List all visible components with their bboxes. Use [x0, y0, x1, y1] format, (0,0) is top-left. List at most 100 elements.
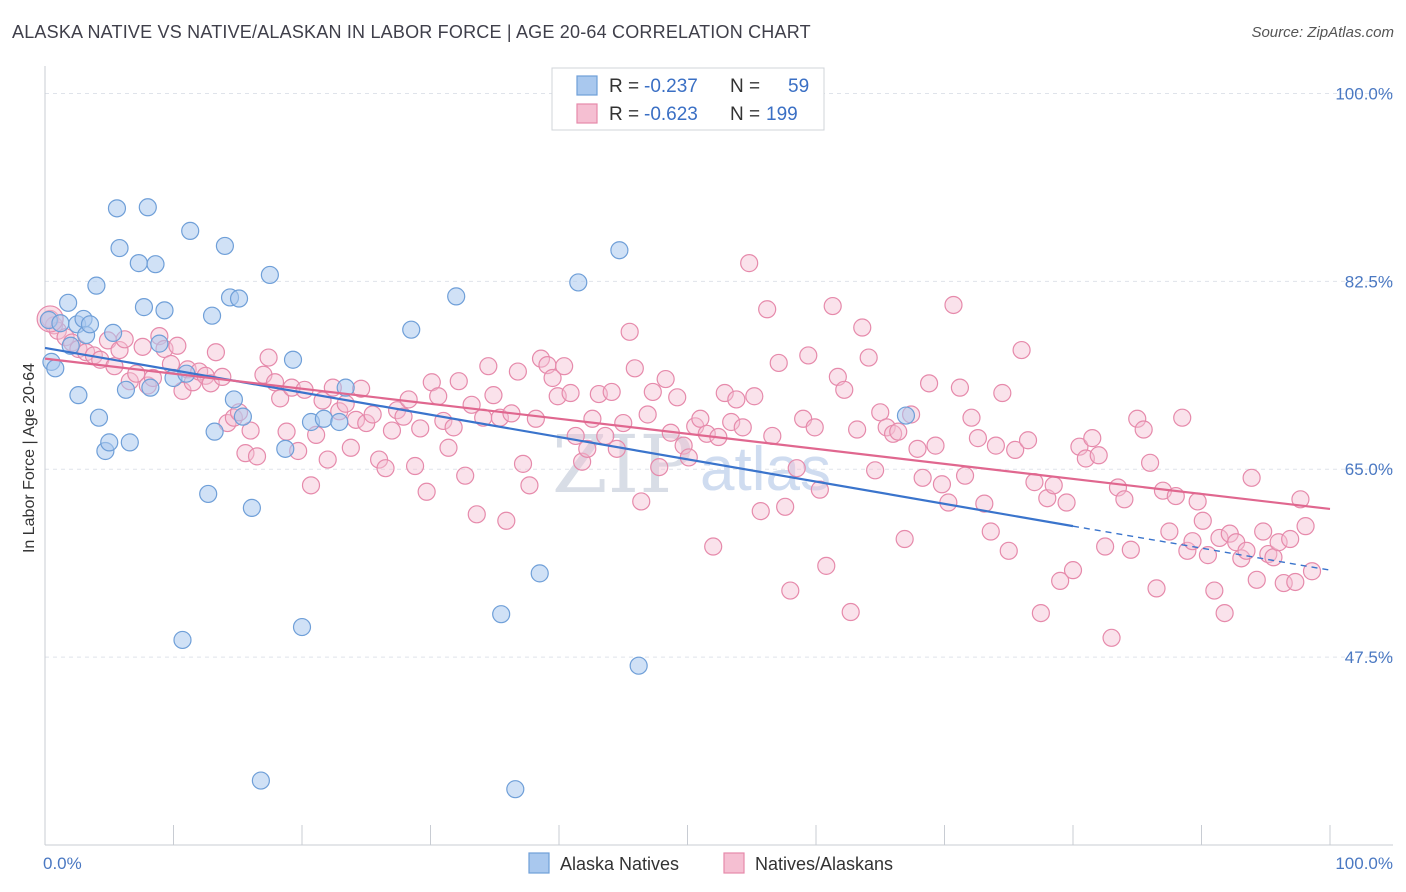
- point-alaska-natives-46: [314, 409, 333, 428]
- point-natives-alaskans-92: [578, 439, 597, 458]
- point-natives-alaskans-71: [456, 466, 475, 485]
- series-natives-alaskans-points: [36, 254, 1322, 647]
- point-natives-alaskans-176: [1089, 446, 1108, 465]
- point-natives-alaskans-182: [1128, 409, 1147, 428]
- point-natives-alaskans-105: [656, 369, 675, 389]
- legend-swatch-pink: [576, 103, 598, 124]
- point-natives-alaskans-86: [543, 368, 562, 388]
- point-natives-alaskans-197: [1215, 603, 1234, 623]
- point-alaska-natives-3: [51, 314, 70, 333]
- point-natives-alaskans-120: [745, 387, 764, 406]
- point-alaska-natives-55: [610, 241, 629, 260]
- watermark-zip: ZIP: [552, 418, 693, 511]
- point-natives-alaskans-193: [1193, 511, 1212, 530]
- point-natives-alaskans-167: [1031, 603, 1050, 623]
- point-alaska-natives-16: [107, 199, 127, 218]
- bottom-legend-label-alaska-natives: Alaska Natives: [560, 854, 679, 874]
- point-natives-alaskans-73: [467, 505, 486, 524]
- bottom-legend: Alaska Natives Natives/Alaskans: [528, 852, 893, 874]
- point-alaska-natives-42: [276, 439, 295, 458]
- point-natives-alaskans-204: [1254, 522, 1273, 541]
- point-natives-alaskans-144: [889, 422, 908, 441]
- point-natives-alaskans-191: [1183, 532, 1202, 551]
- point-alaska-natives-28: [173, 630, 192, 650]
- legend-swatch-blue: [576, 75, 598, 96]
- point-natives-alaskans-213: [1302, 562, 1322, 581]
- point-alaska-natives-47: [330, 412, 349, 432]
- point-natives-alaskans-183: [1134, 420, 1153, 439]
- point-alaska-natives-36: [224, 390, 243, 409]
- point-natives-alaskans-190: [1178, 541, 1197, 560]
- point-natives-alaskans-111: [691, 409, 710, 428]
- legend-n-label-2: N =: [730, 104, 760, 125]
- point-alaska-natives-40: [251, 771, 270, 790]
- legend-r-value-1: -0.237: [644, 76, 698, 97]
- point-natives-alaskans-83: [526, 409, 545, 428]
- point-natives-alaskans-39: [271, 389, 290, 408]
- y-tick-label-1: 65.0%: [1345, 460, 1393, 479]
- point-alaska-natives-54: [569, 273, 588, 292]
- point-alaska-natives-11: [87, 276, 106, 295]
- point-natives-alaskans-96: [602, 382, 621, 402]
- point-alaska-natives-39: [242, 498, 261, 517]
- point-natives-alaskans-100: [625, 359, 644, 378]
- point-natives-alaskans-88: [555, 357, 574, 376]
- point-natives-alaskans-135: [835, 380, 854, 399]
- point-alaska-natives-25: [150, 334, 169, 353]
- point-natives-alaskans-122: [758, 300, 777, 319]
- legend-r-label-2: R =: [609, 104, 639, 125]
- point-natives-alaskans-189: [1173, 408, 1192, 427]
- legend-n-label-1: N =: [730, 76, 760, 97]
- point-natives-alaskans-195: [1205, 581, 1224, 600]
- point-natives-alaskans-181: [1121, 540, 1140, 559]
- point-natives-alaskans-138: [853, 318, 872, 337]
- legend-r-label-1: R =: [609, 76, 639, 97]
- point-natives-alaskans-161: [993, 383, 1012, 403]
- point-alaska-natives-34: [215, 236, 234, 256]
- point-natives-alaskans-103: [643, 382, 662, 402]
- point-natives-alaskans-154: [950, 378, 970, 397]
- point-natives-alaskans-112: [697, 424, 716, 443]
- point-alaska-natives-33: [205, 422, 224, 441]
- point-alaska-natives-41: [260, 265, 279, 285]
- point-natives-alaskans-194: [1198, 546, 1218, 565]
- point-natives-alaskans-69: [444, 418, 463, 437]
- point-natives-alaskans-34: [241, 421, 260, 440]
- point-natives-alaskans-141: [871, 403, 890, 422]
- watermark-atlas: atlas: [700, 435, 831, 504]
- point-alaska-natives-50: [447, 287, 466, 306]
- point-natives-alaskans-149: [919, 374, 939, 393]
- point-natives-alaskans-207: [1269, 533, 1288, 552]
- point-natives-alaskans-66: [429, 387, 448, 406]
- point-natives-alaskans-40: [277, 422, 296, 441]
- point-alaska-natives-21: [134, 298, 154, 317]
- point-natives-alaskans-192: [1188, 492, 1207, 511]
- point-alaska-natives-15: [104, 323, 123, 342]
- point-alaska-natives-26: [155, 301, 174, 320]
- point-natives-alaskans-210: [1286, 572, 1305, 592]
- point-alaska-natives-51: [492, 605, 511, 624]
- bottom-legend-swatch-pink: [723, 852, 745, 874]
- point-natives-alaskans-37: [259, 348, 278, 367]
- point-natives-alaskans-98: [614, 413, 633, 433]
- legend-n-value-1: 59: [788, 76, 809, 97]
- point-alaska-natives-4: [59, 293, 78, 312]
- point-alaska-natives-49: [402, 320, 421, 339]
- trend-lines: [44, 346, 1331, 571]
- x-tick-label-max: 100.0%: [1335, 854, 1393, 873]
- point-natives-alaskans-178: [1102, 628, 1121, 647]
- point-alaska-natives-20: [129, 254, 148, 273]
- point-natives-alaskans-153: [944, 295, 963, 315]
- point-natives-alaskans-133: [823, 296, 842, 316]
- point-natives-alaskans-76: [484, 386, 503, 405]
- point-natives-alaskans-136: [841, 602, 860, 622]
- point-alaska-natives-32: [202, 306, 222, 325]
- axes: [44, 66, 1393, 846]
- point-natives-alaskans-126: [781, 581, 800, 600]
- y-axis-title: In Labor Force | Age 20-64: [21, 363, 38, 553]
- watermark: ZIP atlas: [552, 418, 831, 511]
- point-natives-alaskans-55: [363, 405, 382, 424]
- point-natives-alaskans-147: [908, 439, 927, 458]
- point-alaska-natives-43: [283, 350, 303, 369]
- point-natives-alaskans-180: [1115, 490, 1134, 509]
